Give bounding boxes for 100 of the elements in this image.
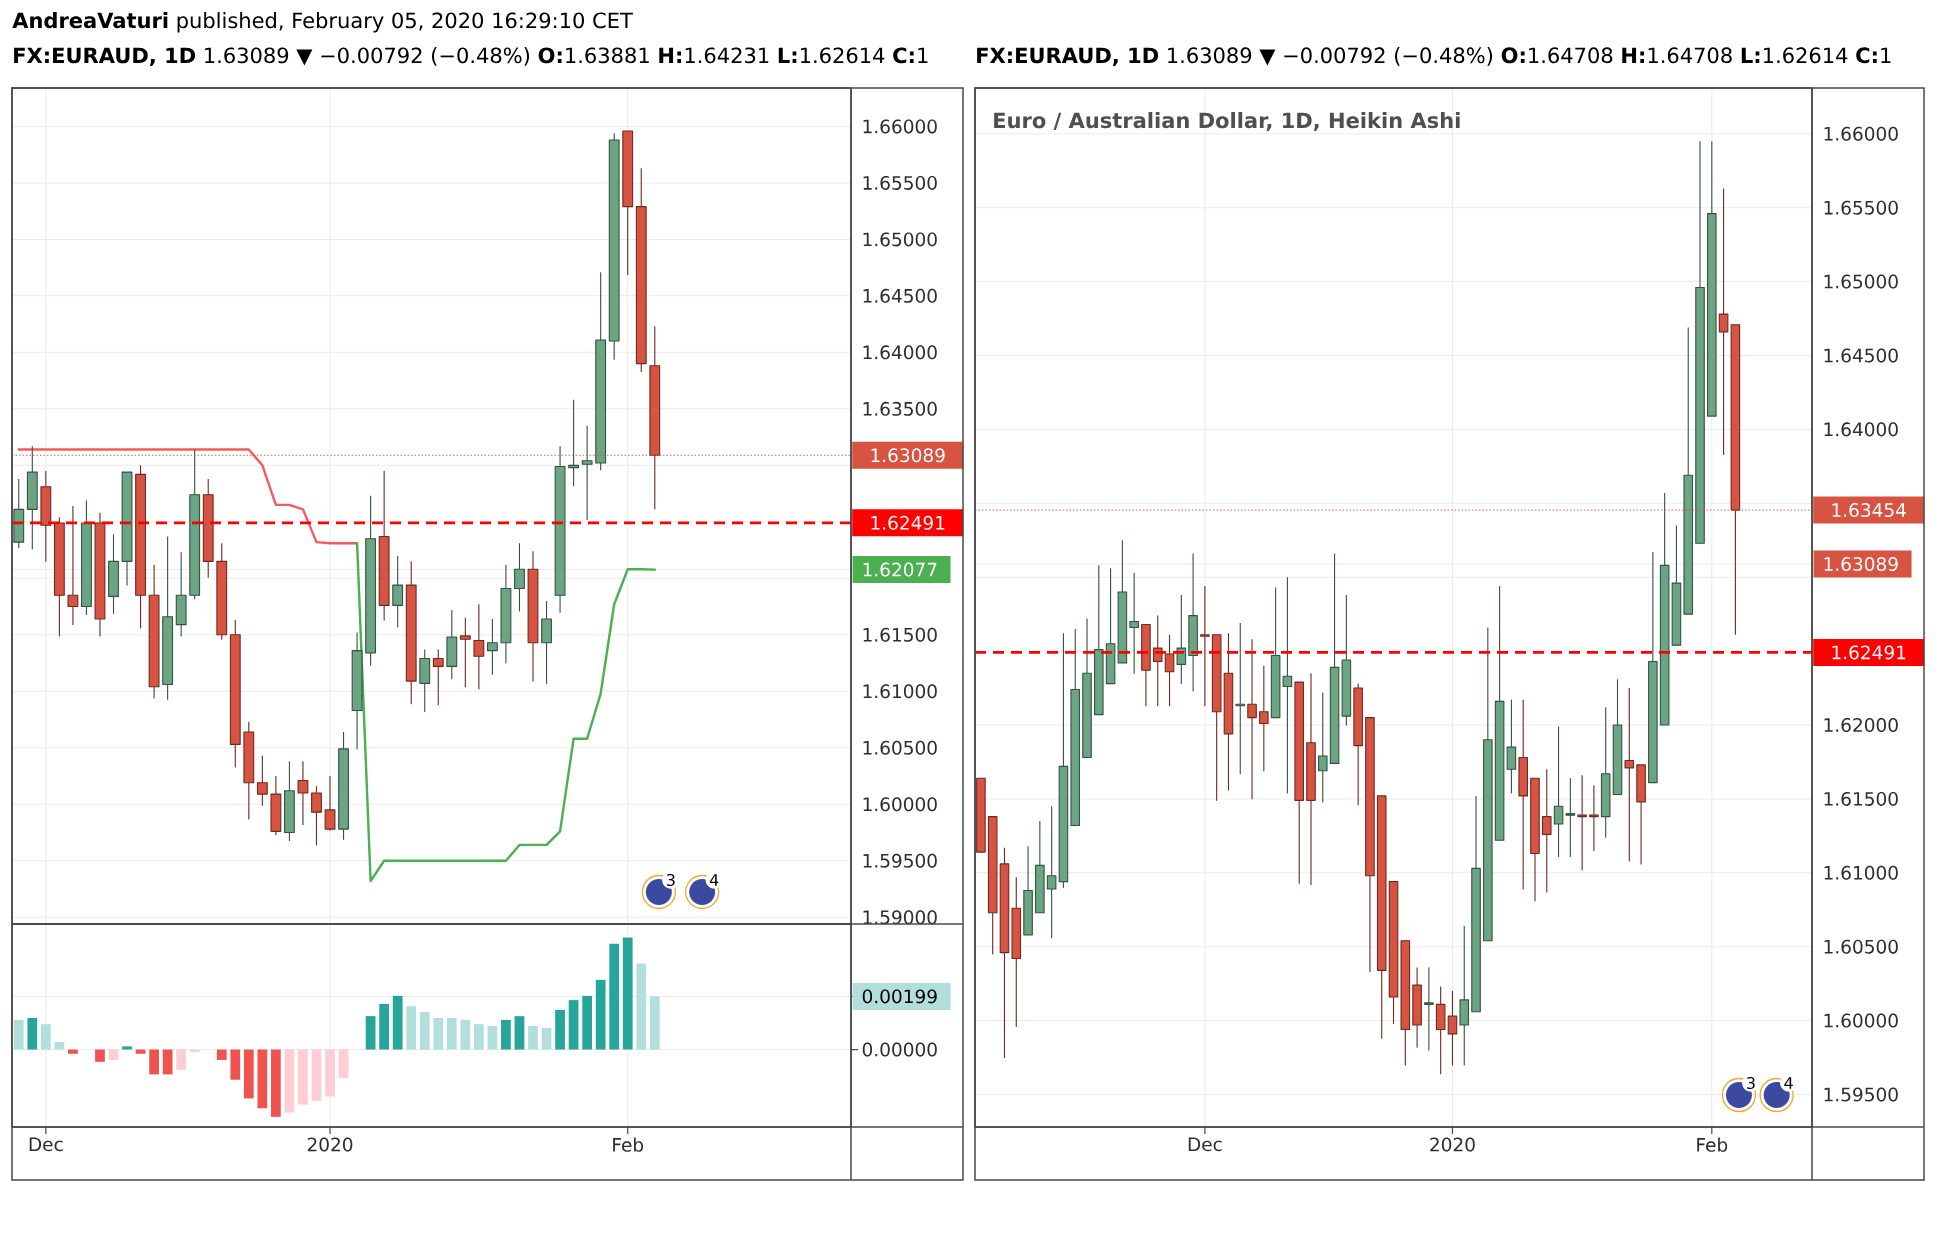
bar	[649, 996, 660, 1050]
y-tick-label: 1.66000	[1824, 126, 1898, 141]
bar	[257, 1049, 268, 1109]
candlestick	[1494, 585, 1505, 841]
bar	[122, 1046, 132, 1050]
bar	[514, 1016, 525, 1050]
candlestick	[1424, 966, 1434, 1051]
bar	[325, 1049, 335, 1097]
candlestick	[1400, 940, 1411, 1066]
candlestick	[1094, 564, 1104, 716]
candlestick	[1435, 986, 1446, 1075]
ref-line-label: 1.63454	[1832, 503, 1906, 518]
candlestick	[1235, 622, 1246, 775]
candlestick	[1105, 567, 1116, 685]
bar	[622, 937, 633, 1050]
bar	[555, 1010, 565, 1050]
candlestick	[1070, 628, 1081, 827]
candlestick	[1023, 845, 1033, 936]
candlestick	[976, 777, 986, 853]
bar	[338, 1049, 349, 1078]
candlestick	[1718, 187, 1729, 456]
bar	[68, 1049, 78, 1054]
candlestick	[1259, 665, 1269, 772]
candlestick	[1683, 326, 1694, 615]
y-tick-label: 1.65500	[1824, 200, 1898, 215]
bar	[595, 979, 606, 1050]
text: Euro / Australian Dollar, 1D, Heikin Ashi	[994, 112, 1460, 131]
bar	[636, 963, 647, 1050]
candlestick	[1270, 586, 1281, 719]
candlestick	[987, 816, 998, 955]
candlestick	[1659, 492, 1670, 726]
y-tick-label: 1.59500	[1824, 1087, 1898, 1102]
candlestick	[1541, 768, 1552, 893]
candlestick	[1353, 683, 1363, 806]
candlestick	[1636, 764, 1646, 865]
y-tick-label: 1.60000	[1824, 1013, 1898, 1028]
candlestick	[999, 847, 1010, 1059]
y-tick-label: 1.60500	[1824, 939, 1898, 954]
candlestick	[1282, 576, 1293, 794]
candlestick	[1046, 805, 1057, 939]
candlestick	[1624, 687, 1635, 862]
bar	[40, 1024, 51, 1050]
annotation: 3	[1747, 1076, 1755, 1090]
bar	[149, 1049, 159, 1075]
candlestick	[1211, 634, 1222, 801]
candlestick	[1011, 876, 1022, 1028]
x-tick-label: Dec	[29, 1137, 63, 1152]
candlestick	[1129, 572, 1139, 674]
candlestick	[1164, 634, 1175, 707]
y-tick-label: 1.62000	[1824, 717, 1898, 732]
candlestick	[1506, 699, 1517, 794]
candlestick	[1459, 925, 1470, 1066]
candlestick	[1200, 585, 1210, 707]
candlestick	[1648, 551, 1658, 784]
bar	[392, 995, 403, 1050]
bar	[609, 943, 620, 1050]
candlestick	[1341, 594, 1352, 726]
x-tick-label: 2020	[1430, 1137, 1475, 1152]
x-tick-label: Dec	[1188, 1137, 1222, 1152]
bar	[27, 1018, 38, 1050]
bar	[582, 995, 592, 1050]
candlestick	[1530, 777, 1540, 902]
bar	[230, 1049, 241, 1080]
candlestick	[1695, 140, 1705, 544]
candlestick	[1223, 632, 1234, 791]
candlestick	[1365, 717, 1375, 973]
bar	[311, 1049, 322, 1101]
y-tick-label: 1.61000	[1824, 865, 1898, 880]
bar	[446, 1018, 457, 1050]
candlestick	[1317, 691, 1328, 803]
candlestick	[1518, 699, 1528, 890]
bar	[460, 1019, 471, 1050]
candlestick	[1707, 140, 1717, 417]
bar	[284, 1049, 295, 1113]
bar	[216, 1049, 227, 1060]
candlestick	[1117, 539, 1128, 664]
bar	[541, 1027, 552, 1050]
candlestick	[1294, 681, 1304, 884]
x-tick-label: Feb	[1697, 1137, 1728, 1152]
x-tick-label: Feb	[613, 1137, 644, 1152]
bar	[487, 1026, 498, 1050]
candlestick	[1329, 552, 1340, 764]
candlestick	[1306, 672, 1316, 886]
bar	[379, 1003, 390, 1050]
y-tick-label: 1.65000	[1824, 274, 1898, 289]
candlestick	[1412, 966, 1422, 1048]
y-tick-label: 1.64000	[1824, 422, 1898, 437]
candlestick	[1553, 725, 1564, 858]
bar	[433, 1018, 444, 1050]
candlestick	[1247, 638, 1257, 800]
bar	[54, 1042, 65, 1050]
candlestick	[1483, 626, 1493, 942]
candlestick	[1589, 785, 1599, 852]
candlestick	[1035, 820, 1045, 914]
candlestick	[1671, 524, 1682, 646]
bar	[365, 1016, 376, 1050]
bar	[13, 1019, 24, 1050]
candlestick	[1141, 623, 1151, 707]
chart-title: FX:EURAUD, 1D 1.63089 ▼ −0.00792 (−0.48%) O:1.64708 H:1.64708 L:1.62614 C:1	[977, 47, 1891, 66]
y-tick-label: 1.63089	[1824, 557, 1898, 572]
